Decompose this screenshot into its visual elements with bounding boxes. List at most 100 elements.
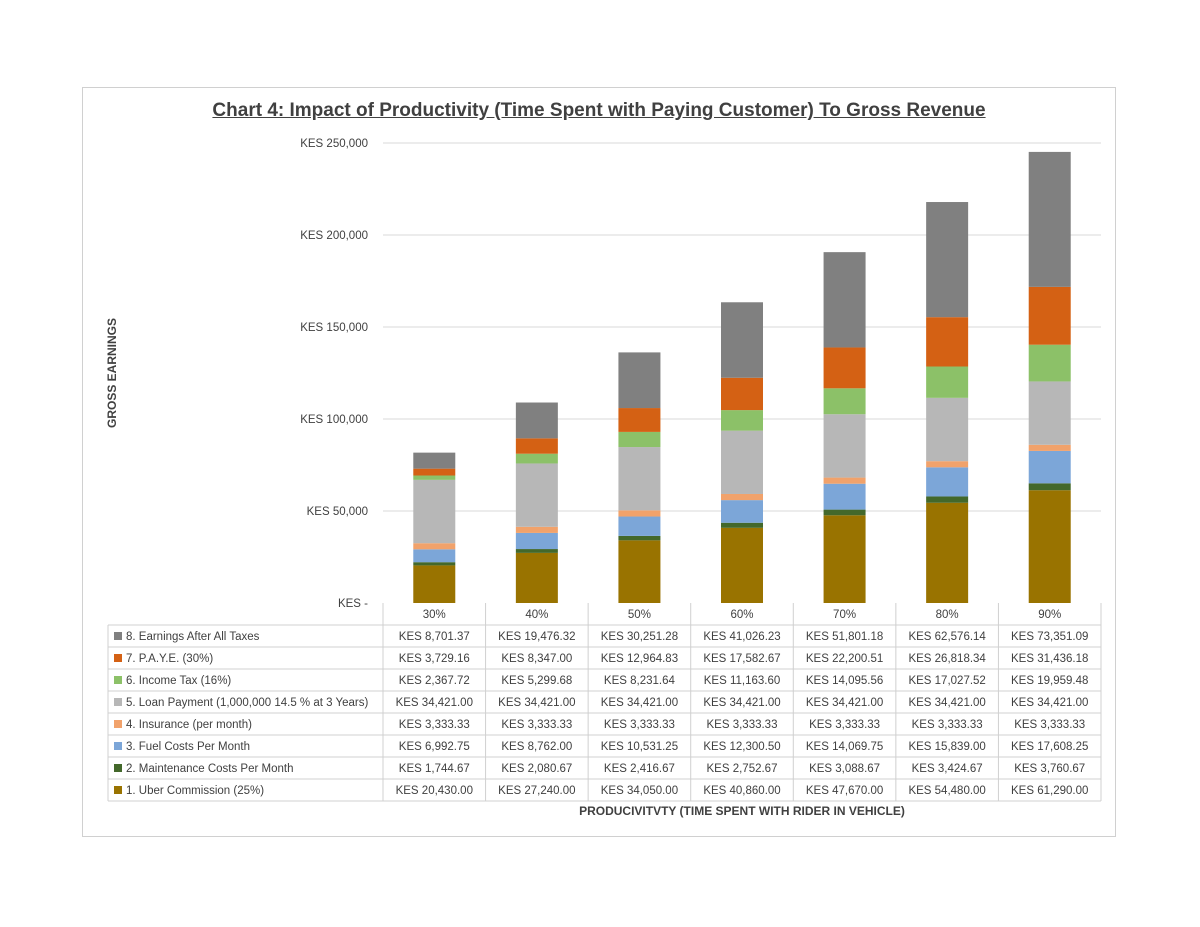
data-label: KES 34,421.00	[601, 697, 678, 709]
bar-segment	[413, 562, 456, 566]
x-tick-label: 60%	[730, 609, 753, 621]
bar-segment	[515, 438, 558, 454]
bar-segment	[515, 463, 558, 527]
bar-segment	[721, 410, 763, 431]
y-tick-label: KES 150,000	[300, 322, 368, 334]
bar-segment	[926, 502, 969, 603]
bar-segment	[823, 414, 866, 478]
bar-segment	[515, 532, 558, 550]
data-label: KES 26,818.34	[908, 653, 986, 665]
data-label: KES 2,416.67	[604, 763, 675, 775]
bar-segment	[721, 377, 763, 411]
data-label: KES 34,421.00	[396, 697, 473, 709]
data-label: KES 34,421.00	[908, 697, 985, 709]
data-label: KES 3,424.67	[912, 763, 983, 775]
bar-segment	[721, 302, 763, 378]
data-label: KES 30,251.28	[601, 631, 678, 643]
data-label: KES 1,744.67	[399, 763, 470, 775]
data-label: KES 31,436.18	[1011, 653, 1088, 665]
bar-segment	[926, 461, 969, 468]
chart-title: Chart 4: Impact of Productivity (Time Sp…	[212, 100, 986, 121]
data-label: KES 19,476.32	[498, 631, 575, 643]
x-tick-label: 70%	[833, 609, 856, 621]
bar-segment	[515, 549, 558, 553]
data-label: KES 14,095.56	[806, 675, 883, 687]
data-label: KES 20,430.00	[396, 785, 473, 797]
data-label: KES 3,333.33	[1014, 719, 1085, 731]
bar-segment	[515, 402, 558, 439]
bar-segment	[1028, 483, 1071, 491]
legend-key	[114, 720, 122, 728]
data-label: KES 73,351.09	[1011, 631, 1088, 643]
data-label: KES 34,050.00	[601, 785, 678, 797]
bar-segment	[618, 516, 661, 536]
legend-entry: 6. Income Tax (16%)	[126, 675, 231, 687]
bar-segment	[413, 452, 456, 469]
legend-entry: 7. P.A.Y.E. (30%)	[126, 653, 213, 665]
bar-segment	[823, 515, 866, 603]
data-label: KES 47,670.00	[806, 785, 883, 797]
bar-segment	[618, 352, 661, 409]
bar-segment	[1028, 450, 1071, 484]
chart-frame	[82, 87, 1116, 837]
bar-segment	[1028, 286, 1071, 345]
legend-entry: 4. Insurance (per month)	[126, 719, 252, 731]
bar-segment	[413, 565, 456, 603]
legend-key	[114, 698, 122, 706]
data-label: KES 61,290.00	[1011, 785, 1088, 797]
x-tick-label: 80%	[936, 609, 959, 621]
data-label: KES 62,576.14	[908, 631, 986, 643]
bar-segment	[823, 252, 866, 348]
gridlines: KES - KES 50,000 KES 100,000 KES 150,000 KES…	[300, 138, 1101, 610]
data-label: KES 10,531.25	[601, 741, 678, 753]
x-tick-label: 30%	[423, 609, 446, 621]
bar-segment	[926, 397, 969, 462]
bar-segment	[721, 527, 763, 603]
bar-segment	[515, 526, 558, 533]
data-label: KES 3,760.67	[1014, 763, 1085, 775]
data-label: KES 19,959.48	[1011, 675, 1088, 687]
legend-key	[114, 654, 122, 662]
data-label: KES 8,762.00	[501, 741, 572, 753]
bar-segment	[823, 347, 866, 389]
bar-segment	[618, 535, 661, 541]
data-label: KES 27,240.00	[498, 785, 575, 797]
data-label: KES 34,421.00	[806, 697, 883, 709]
bar-segment	[823, 509, 866, 516]
legend-key	[114, 786, 122, 794]
data-label: KES 6,992.75	[399, 741, 470, 753]
data-label: KES 2,080.67	[501, 763, 572, 775]
data-table: 30% 40% 50% 60% 70% 80% 90% 8. Earnings After A…	[107, 603, 1102, 802]
bar-segment	[618, 510, 661, 517]
y-tick-label: KES 100,000	[300, 414, 368, 426]
data-label: KES 3,088.67	[809, 763, 880, 775]
bar-segment	[721, 493, 763, 501]
data-label: KES 17,582.67	[703, 653, 780, 665]
legend-entry: 3. Fuel Costs Per Month	[126, 741, 250, 753]
y-tick-label: KES 250,000	[300, 138, 368, 150]
data-label: KES 2,752.67	[707, 763, 778, 775]
bar-segment	[1028, 490, 1071, 603]
bar-segment	[926, 366, 969, 398]
legend-entry: 5. Loan Payment (1,000,000 14.5 % at 3 Y…	[126, 697, 368, 709]
bar-segment	[823, 477, 866, 484]
data-label: KES 8,347.00	[501, 653, 572, 665]
bar-segment	[721, 522, 763, 528]
bar-segment	[926, 496, 969, 503]
bar-segment	[823, 483, 866, 510]
legend-key	[114, 632, 122, 640]
y-tick-label: KES 200,000	[300, 230, 368, 242]
bar-segment	[823, 388, 866, 415]
data-label: KES 14,069.75	[806, 741, 883, 753]
legend-key	[114, 764, 122, 772]
data-label: KES 51,801.18	[806, 631, 883, 643]
bar-segment	[926, 202, 969, 318]
bar-segment	[515, 453, 558, 464]
data-label: KES 3,333.33	[809, 719, 880, 731]
bar-segment	[926, 467, 969, 497]
y-tick-label: KES -	[338, 598, 368, 610]
legend-key	[114, 742, 122, 750]
data-label: KES 17,027.52	[908, 675, 985, 687]
bar-segment	[413, 468, 456, 476]
